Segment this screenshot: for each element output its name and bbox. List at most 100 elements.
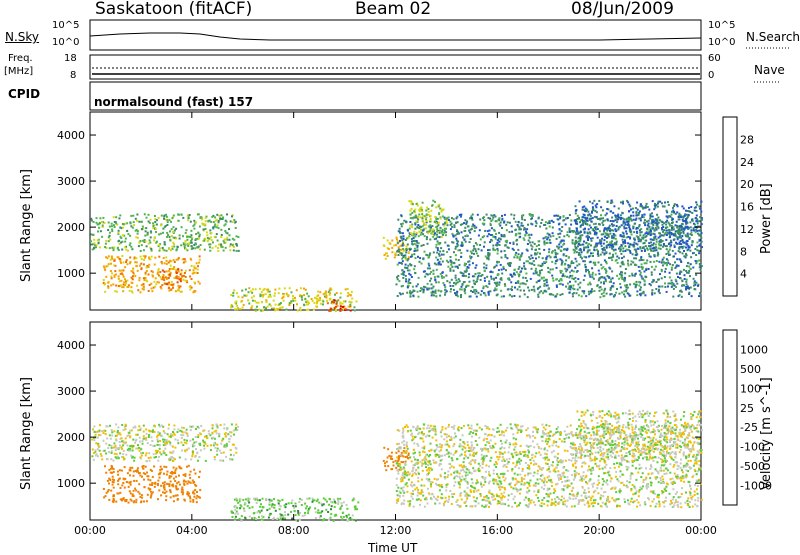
pixel xyxy=(314,302,316,304)
pixel xyxy=(408,200,410,202)
pixel xyxy=(138,242,140,244)
pixel xyxy=(295,503,297,505)
pixel xyxy=(119,492,121,494)
pixel xyxy=(417,219,419,221)
pixel xyxy=(330,517,332,519)
pixel xyxy=(340,292,342,294)
pixel xyxy=(124,266,126,268)
pixel xyxy=(679,270,681,272)
pixel xyxy=(167,221,169,223)
pixel xyxy=(321,510,323,512)
pixel xyxy=(551,220,553,222)
pixel xyxy=(600,206,602,208)
pixel xyxy=(177,289,179,291)
pixel xyxy=(171,228,173,230)
pixel xyxy=(417,283,419,285)
pixel xyxy=(679,219,681,221)
pixel xyxy=(235,452,237,454)
pixel xyxy=(417,245,419,247)
pixel xyxy=(583,279,585,281)
pixel xyxy=(413,268,415,270)
pixel xyxy=(124,466,126,468)
pixel xyxy=(256,502,258,504)
pixel xyxy=(646,203,648,205)
pixel xyxy=(319,517,321,519)
pixel xyxy=(599,224,601,226)
pixel xyxy=(414,235,416,237)
pixel xyxy=(389,242,391,244)
pixel xyxy=(149,479,151,481)
pixel xyxy=(690,226,692,228)
pixel xyxy=(541,269,543,271)
pixel xyxy=(216,454,218,456)
pixel xyxy=(427,232,429,234)
pixel xyxy=(326,300,328,302)
pixel xyxy=(135,501,137,503)
pixel xyxy=(613,233,615,235)
pixel xyxy=(138,279,140,281)
pixel xyxy=(649,218,651,220)
pixel xyxy=(567,264,569,266)
pixel xyxy=(540,265,542,267)
pixel xyxy=(217,250,219,252)
pixel xyxy=(190,458,192,460)
pixel xyxy=(579,200,581,202)
pixel xyxy=(551,275,553,277)
pixel xyxy=(663,229,665,231)
pixel xyxy=(241,290,243,292)
pixel xyxy=(641,214,643,216)
pixel xyxy=(403,238,405,240)
pixel xyxy=(452,285,454,287)
pixel xyxy=(145,437,147,439)
pixel xyxy=(627,287,629,289)
pixel xyxy=(122,223,124,225)
pixel xyxy=(411,254,413,256)
pixel xyxy=(559,228,561,230)
pixel xyxy=(412,286,414,288)
pixel xyxy=(298,514,300,516)
pixel xyxy=(402,256,404,258)
pixel xyxy=(539,292,541,294)
pixel xyxy=(259,499,261,501)
pixel xyxy=(648,242,650,244)
pixel xyxy=(504,283,506,285)
pixel xyxy=(501,296,503,298)
pixel xyxy=(274,289,276,291)
pixel xyxy=(608,236,610,238)
pixel xyxy=(539,253,541,255)
pixel xyxy=(307,512,309,514)
pixel xyxy=(481,249,483,251)
pixel xyxy=(517,225,519,227)
pixel xyxy=(681,235,683,237)
pixel xyxy=(657,223,659,225)
pixel xyxy=(140,452,142,454)
pixel xyxy=(651,274,653,276)
pixel xyxy=(130,215,132,217)
pixel xyxy=(347,288,349,290)
pixel xyxy=(329,298,331,300)
pixel xyxy=(656,229,658,231)
pixel xyxy=(694,210,696,212)
pixel xyxy=(555,256,557,258)
pixel xyxy=(111,272,113,274)
pixel xyxy=(204,249,206,251)
pixel xyxy=(593,278,595,280)
pixel xyxy=(458,233,460,235)
pixel xyxy=(306,309,308,311)
pixel xyxy=(106,492,108,494)
pixel xyxy=(407,244,409,246)
pixel xyxy=(181,214,183,216)
pixel xyxy=(414,250,416,252)
pixel xyxy=(561,246,563,248)
pixel xyxy=(107,229,109,231)
pixel xyxy=(521,218,523,220)
pixel xyxy=(101,430,103,432)
pixel xyxy=(477,214,479,216)
pixel xyxy=(584,228,586,230)
pixel xyxy=(191,242,193,244)
pixel xyxy=(587,284,589,286)
pixel xyxy=(139,437,141,439)
pixel xyxy=(444,218,446,220)
pixel xyxy=(699,266,701,268)
pixel xyxy=(222,246,224,248)
